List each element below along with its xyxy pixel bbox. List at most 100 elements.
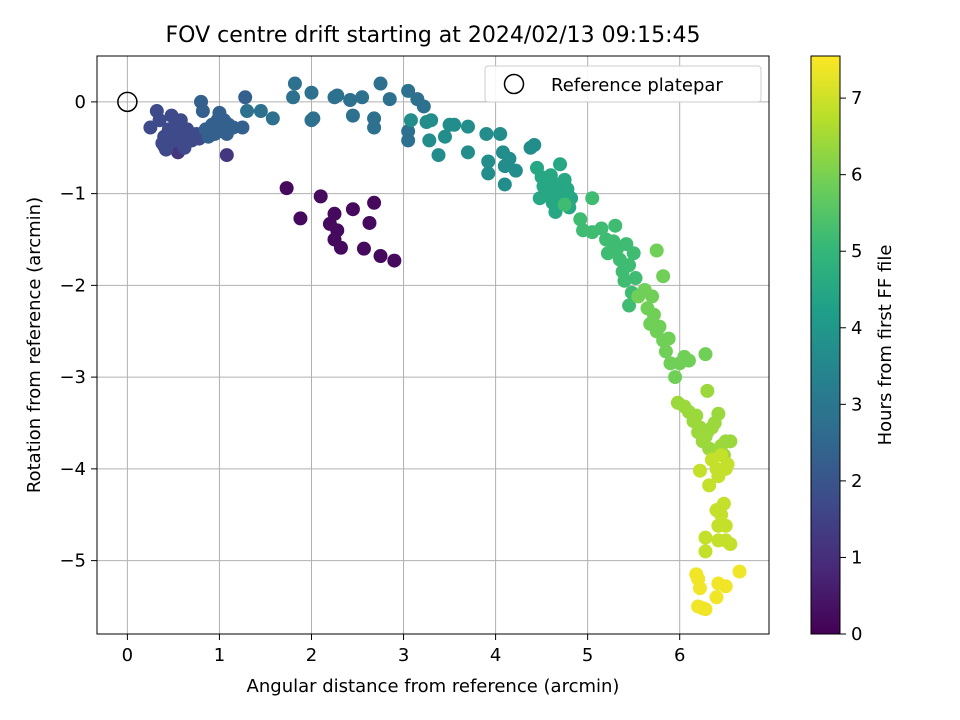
- reference-platepar-group: [117, 91, 138, 113]
- scatter-point: [373, 249, 388, 264]
- scatter-point: [718, 579, 733, 594]
- scatter-point: [401, 83, 416, 98]
- scatter-point: [714, 507, 729, 522]
- colorbar-tick-label: 5: [851, 241, 862, 262]
- scatter-point: [723, 434, 738, 449]
- scatter-point: [656, 269, 671, 284]
- y-tick-label: −5: [59, 551, 86, 572]
- scatter-point: [709, 590, 724, 605]
- scatter-point: [424, 113, 439, 128]
- scatter-point: [403, 113, 418, 128]
- scatter-point: [286, 90, 301, 105]
- scatter-point: [553, 157, 568, 172]
- scatter-point: [287, 76, 302, 91]
- scatter-point: [479, 126, 494, 141]
- x-tick-label: 1: [214, 645, 225, 666]
- scatter-point: [152, 113, 167, 128]
- scatter-point: [356, 241, 371, 256]
- scatter-point: [732, 564, 747, 579]
- scatter-point: [447, 117, 462, 132]
- scatter-point: [689, 408, 704, 423]
- scatter-point: [330, 88, 345, 103]
- scatter-point: [431, 148, 446, 163]
- scatter-point: [343, 93, 358, 108]
- scatter-point: [700, 383, 715, 398]
- legend-box: [484, 65, 762, 103]
- x-axis: 0 1 2 3 4 5 6: [122, 634, 685, 666]
- x-tick-label: 0: [122, 645, 133, 666]
- scatter-point: [681, 353, 696, 368]
- scatter-point: [617, 273, 632, 288]
- x-tick-label: 5: [582, 645, 593, 666]
- scatter-point: [355, 90, 370, 105]
- scatter-point: [497, 177, 512, 192]
- y-axis-label: Rotation from reference (arcmin): [24, 197, 45, 493]
- colorbar-tick-label: 4: [851, 318, 862, 339]
- scatter-point: [622, 258, 637, 273]
- y-tick-label: 0: [75, 92, 86, 113]
- scatter-point: [692, 463, 707, 478]
- scatter-point: [508, 163, 523, 178]
- scatter-point: [716, 496, 731, 511]
- scatter-point: [702, 441, 717, 456]
- legend-reference-marker: [503, 73, 525, 95]
- scatter-point: [711, 406, 726, 421]
- colorbar-tick-label: 2: [851, 471, 862, 492]
- scatter-point: [711, 533, 726, 548]
- scatter-point: [658, 344, 673, 359]
- scatter-point: [330, 223, 345, 238]
- scatter-point: [240, 104, 255, 119]
- reference-platepar-marker: [117, 91, 138, 113]
- scatter-point: [387, 253, 402, 268]
- legend: Reference platepar: [484, 65, 762, 103]
- scatter-point: [626, 246, 641, 261]
- scatter-point: [557, 197, 572, 212]
- x-axis-label: Angular distance from reference (arcmin): [247, 676, 620, 697]
- scatter-point: [327, 206, 342, 221]
- scatter-point: [646, 307, 661, 322]
- scatter-point: [698, 602, 713, 617]
- data-points: [143, 76, 747, 617]
- scatter-point: [493, 126, 508, 141]
- scatter-point: [608, 218, 623, 233]
- scatter-point: [723, 537, 738, 552]
- scatter-point: [460, 145, 475, 160]
- colorbar-tick-label: 6: [851, 165, 862, 186]
- scatter-point: [416, 99, 431, 114]
- y-tick-label: −1: [59, 184, 86, 205]
- scatter-point: [661, 331, 676, 346]
- scatter-point: [585, 191, 600, 206]
- legend-label: Reference platepar: [551, 75, 723, 96]
- x-tick-label: 3: [398, 645, 409, 666]
- colorbar: 0 1 2 3 4 5 6 7 Hours from first FF file: [810, 55, 896, 645]
- scatter-point: [645, 289, 660, 304]
- scatter-point: [536, 179, 551, 194]
- scatter-point: [718, 518, 733, 533]
- colorbar-ticks: 0 1 2 3 4 5 6 7: [840, 88, 862, 645]
- scatter-point: [437, 129, 452, 144]
- colorbar-label: Hours from first FF file: [875, 245, 896, 446]
- scatter-point: [238, 90, 253, 105]
- scatter-point: [698, 347, 713, 362]
- scatter-point: [401, 133, 416, 148]
- x-tick-label: 2: [306, 645, 317, 666]
- scatter-point: [649, 243, 664, 258]
- scatter-point: [652, 319, 667, 334]
- scatter-point: [235, 120, 250, 135]
- colorbar-tick-label: 0: [851, 624, 862, 645]
- scatter-point: [594, 221, 609, 236]
- colorbar-gradient: [810, 55, 841, 635]
- scatter-point: [293, 211, 308, 226]
- x-tick-label: 4: [490, 645, 501, 666]
- colorbar-tick-label: 7: [851, 88, 862, 109]
- scatter-point: [195, 104, 210, 119]
- scatter-point: [702, 478, 717, 493]
- scatter-point: [668, 370, 683, 385]
- scatter-point: [628, 271, 643, 286]
- y-tick-label: −4: [59, 459, 86, 480]
- scatter-point: [481, 166, 496, 181]
- scatter-point: [527, 137, 542, 152]
- scatter-point: [253, 104, 268, 119]
- scatter-point: [720, 457, 735, 472]
- scatter-point: [382, 92, 397, 107]
